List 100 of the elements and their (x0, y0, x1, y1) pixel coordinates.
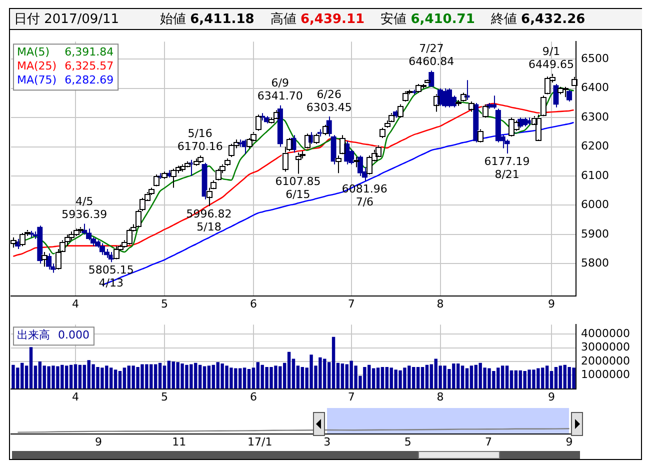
x-tick-label: 3 (324, 435, 331, 448)
x-tick-label: 8 (436, 390, 444, 404)
series-label: 出来高 0.000 (17, 328, 90, 342)
bar (118, 371, 122, 389)
bar (109, 368, 113, 389)
bar (380, 366, 384, 389)
candlestick (330, 134, 336, 165)
candlestick (473, 102, 479, 143)
bar (154, 364, 158, 389)
x-tick-label: 5 (160, 390, 168, 404)
x-tick-label: 17/1 (248, 435, 272, 448)
x-tick-label: 7 (348, 297, 355, 310)
bar (420, 366, 424, 389)
y-tick-label: 4000000 (581, 327, 630, 340)
bar (474, 364, 478, 389)
x-tick-label: 9 (548, 390, 556, 404)
annotation: 6107.85 6/15 (275, 175, 321, 202)
bar (372, 368, 376, 389)
text: MA(75) 6,282.69 (17, 73, 114, 86)
x-tick-label: 6 (250, 390, 257, 404)
bar (158, 362, 162, 389)
bar (122, 368, 126, 389)
x-tick-label: 7 (485, 435, 492, 448)
candlestick (46, 252, 52, 270)
candlestick (82, 223, 88, 235)
bar (247, 368, 251, 389)
chart-title: 日付 2017/09/11 (14, 11, 120, 28)
bar (558, 366, 562, 389)
bar (202, 366, 206, 389)
annotation: 9/1 6449.65 (528, 45, 574, 72)
bar (198, 364, 202, 389)
bar (212, 364, 216, 389)
candlestick (495, 108, 501, 143)
bar (29, 347, 33, 389)
x-tick-label: 11 (172, 435, 186, 448)
bar (207, 366, 211, 389)
bar (554, 366, 558, 389)
y-tick-label: 3000000 (581, 340, 630, 354)
candlestick (37, 225, 43, 264)
y-tick-label: 6100 (581, 168, 609, 182)
candlestick (490, 95, 497, 110)
x-tick-label: 4 (72, 390, 80, 404)
y-tick-label: 6200 (581, 140, 609, 153)
text: 安値 6,410.71 (380, 12, 475, 27)
bar (167, 360, 171, 389)
annotation: 6/26 6303.45 (306, 88, 352, 114)
y-tick-label: 5900 (581, 227, 609, 240)
bar (114, 370, 118, 389)
x-tick-label: 5 (404, 435, 412, 448)
x-tick-label: 6 (250, 297, 257, 310)
bar (78, 364, 82, 389)
bar (385, 366, 389, 389)
y-tick-label: 1000000 (581, 368, 630, 381)
annotation: 5/16 6170.16 (177, 126, 223, 153)
bar (465, 368, 469, 389)
bar (460, 366, 464, 389)
candlestick (42, 251, 48, 268)
y-tick-label: 6000 (581, 198, 609, 212)
annotation: 4/5 5936.39 (62, 195, 108, 222)
bar (470, 366, 474, 389)
text: MA(5) 6,391.84 (17, 45, 114, 58)
x-tick-label: 9 (566, 435, 573, 448)
y-tick-label: 2000000 (581, 354, 630, 368)
bar (416, 366, 420, 389)
y-tick-label: 6300 (581, 110, 609, 124)
bar (500, 366, 504, 389)
annotation: 6/9 6341.70 (257, 76, 303, 103)
annotation: 6177.19 8/21 (484, 154, 530, 181)
candlestick (442, 88, 448, 108)
candlestick (446, 88, 452, 108)
bar (74, 364, 78, 389)
annotation: 7/27 6460.84 (408, 42, 454, 68)
text: MA(25) 6,325.57 (17, 59, 114, 72)
x-tick-label: 9 (94, 435, 102, 448)
x-tick-label: 7 (348, 390, 355, 404)
x-tick-label: 8 (436, 297, 444, 310)
candlestick (357, 155, 364, 177)
y-tick-label: 6500 (581, 52, 609, 65)
candlestick (504, 138, 510, 154)
bar (256, 362, 260, 389)
x-tick-label: 5 (160, 297, 168, 310)
x-tick-label: 4 (72, 297, 80, 310)
bar (425, 364, 429, 389)
bar (376, 368, 380, 389)
text: 高値 6,439.11 (270, 12, 365, 27)
bar (69, 364, 73, 389)
candlestick (553, 83, 559, 108)
text: 終値 6,432.26 (490, 12, 586, 27)
bar (287, 352, 291, 389)
bar (242, 368, 246, 389)
bar (545, 366, 549, 389)
bar (505, 366, 509, 389)
text: 始値 6,411.18 (160, 12, 254, 27)
bar (340, 364, 344, 389)
y-tick-label: 5800 (581, 256, 609, 270)
bar (514, 370, 518, 389)
bar (38, 361, 42, 389)
bar (332, 336, 336, 389)
y-tick-label: 6400 (581, 81, 609, 94)
x-tick-label: 9 (548, 297, 556, 310)
